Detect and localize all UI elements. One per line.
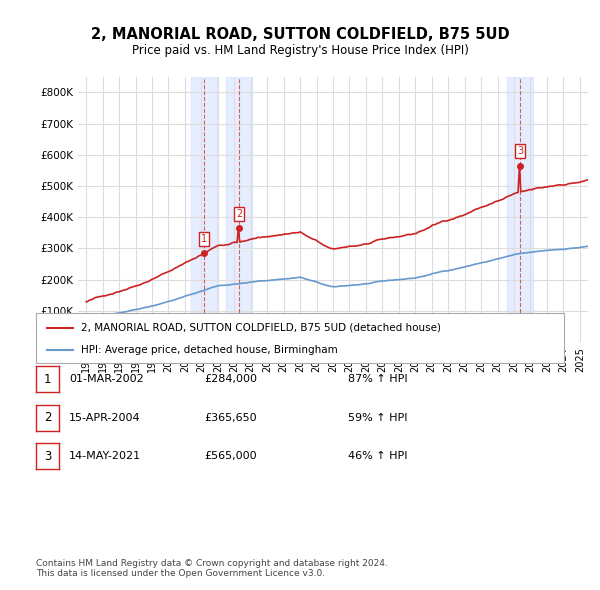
- Text: 1: 1: [201, 234, 207, 244]
- Bar: [191, 77, 217, 342]
- Text: 2, MANORIAL ROAD, SUTTON COLDFIELD, B75 5UD: 2, MANORIAL ROAD, SUTTON COLDFIELD, B75 …: [91, 27, 509, 41]
- Text: 2, MANORIAL ROAD, SUTTON COLDFIELD, B75 5UD (detached house): 2, MANORIAL ROAD, SUTTON COLDFIELD, B75 …: [81, 323, 441, 333]
- Bar: [226, 77, 252, 342]
- Text: Price paid vs. HM Land Registry's House Price Index (HPI): Price paid vs. HM Land Registry's House …: [131, 44, 469, 57]
- Text: £365,650: £365,650: [204, 413, 257, 422]
- Text: 14-MAY-2021: 14-MAY-2021: [69, 451, 141, 461]
- Text: 46% ↑ HPI: 46% ↑ HPI: [348, 451, 407, 461]
- Text: 3: 3: [44, 450, 51, 463]
- Text: £284,000: £284,000: [204, 375, 257, 384]
- Text: 1: 1: [44, 373, 51, 386]
- Text: 2: 2: [44, 411, 51, 424]
- Text: 15-APR-2004: 15-APR-2004: [69, 413, 140, 422]
- Text: 59% ↑ HPI: 59% ↑ HPI: [348, 413, 407, 422]
- Bar: [507, 77, 533, 342]
- Text: 2: 2: [236, 209, 242, 219]
- Text: Contains HM Land Registry data © Crown copyright and database right 2024.
This d: Contains HM Land Registry data © Crown c…: [36, 559, 388, 578]
- Text: 3: 3: [517, 146, 523, 156]
- Text: 01-MAR-2002: 01-MAR-2002: [69, 375, 144, 384]
- Text: 87% ↑ HPI: 87% ↑ HPI: [348, 375, 407, 384]
- Text: £565,000: £565,000: [204, 451, 257, 461]
- Text: HPI: Average price, detached house, Birmingham: HPI: Average price, detached house, Birm…: [81, 345, 338, 355]
